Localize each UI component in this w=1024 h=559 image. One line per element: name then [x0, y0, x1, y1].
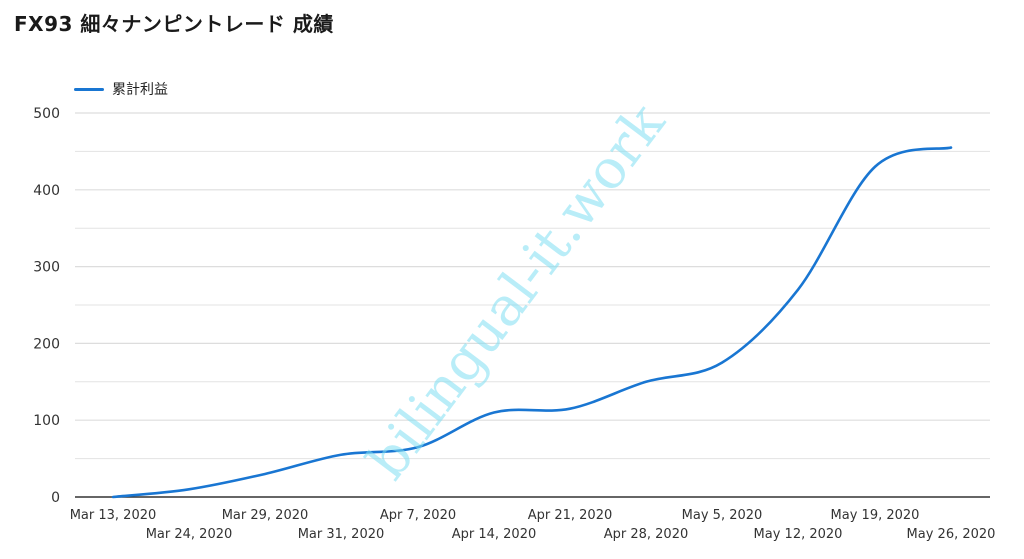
series-line — [111, 146, 953, 499]
x-tick-label: Mar 13, 2020 — [70, 508, 157, 523]
y-tick-label: 100 — [33, 413, 60, 429]
x-tick-label: Mar 29, 2020 — [222, 508, 309, 523]
y-tick-label: 200 — [33, 336, 60, 352]
x-tick-label: May 26, 2020 — [907, 527, 996, 542]
x-tick-label: May 5, 2020 — [682, 508, 763, 523]
x-tick-label: Apr 7, 2020 — [380, 508, 456, 523]
x-tick-label: Apr 28, 2020 — [604, 527, 689, 542]
x-tick-label: May 12, 2020 — [754, 527, 843, 542]
y-tick-label: 300 — [33, 260, 60, 276]
x-tick-label: May 19, 2020 — [831, 508, 920, 523]
x-tick-label: Apr 14, 2020 — [452, 527, 537, 542]
chart-legend: 累計利益 — [74, 79, 168, 99]
y-tick-label: 500 — [33, 106, 60, 122]
y-tick-label: 0 — [51, 490, 60, 506]
x-tick-label: Apr 21, 2020 — [528, 508, 613, 523]
legend-label: 累計利益 — [112, 82, 168, 98]
x-tick-label: Mar 24, 2020 — [146, 527, 233, 542]
x-tick-label: Mar 31, 2020 — [298, 527, 385, 542]
y-tick-label: 400 — [33, 183, 60, 199]
legend-swatch — [74, 87, 104, 91]
chart-title: FX93 細々ナンピントレード 成績 — [14, 12, 334, 36]
